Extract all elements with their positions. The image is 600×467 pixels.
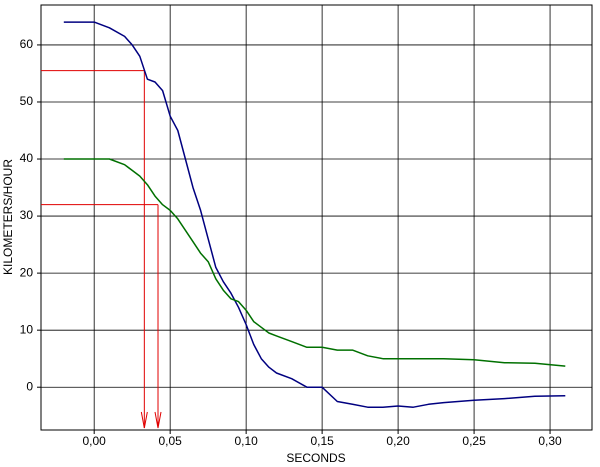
y-tick-label: 30 bbox=[20, 208, 34, 222]
data-line bbox=[63, 21, 566, 408]
x-tick-label: 0,30 bbox=[538, 434, 562, 448]
y-tick-label: 20 bbox=[20, 265, 34, 279]
plot-frame bbox=[40, 4, 593, 431]
x-tick-label: 0,25 bbox=[462, 434, 486, 448]
data-line bbox=[63, 158, 566, 367]
x-tick-label: 0,10 bbox=[234, 434, 258, 448]
y-axis-label: KILOMETERS/HOUR bbox=[1, 159, 15, 275]
y-tick-label: 50 bbox=[20, 94, 34, 108]
x-tick-label: 0,00 bbox=[83, 434, 107, 448]
marker-arrow bbox=[140, 411, 148, 429]
y-tick-label: 0 bbox=[26, 379, 33, 393]
x-tick-label: 0,20 bbox=[386, 434, 410, 448]
x-axis-label: SECONDS bbox=[286, 451, 345, 465]
marker-arrow bbox=[154, 411, 162, 429]
y-tick-label: 10 bbox=[20, 322, 34, 336]
x-tick-label: 0,15 bbox=[310, 434, 334, 448]
x-tick-label: 0,05 bbox=[158, 434, 182, 448]
y-tick-label: 60 bbox=[20, 37, 34, 51]
y-tick-label: 40 bbox=[20, 151, 34, 165]
